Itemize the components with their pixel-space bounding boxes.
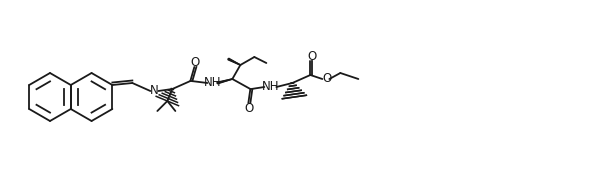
Text: O: O — [322, 73, 332, 85]
Polygon shape — [228, 58, 240, 65]
Polygon shape — [217, 79, 232, 84]
Text: O: O — [245, 102, 254, 114]
Text: NH: NH — [204, 76, 221, 90]
Text: N: N — [150, 85, 159, 97]
Text: O: O — [308, 50, 317, 62]
Text: NH: NH — [262, 80, 279, 94]
Text: O: O — [191, 56, 200, 68]
